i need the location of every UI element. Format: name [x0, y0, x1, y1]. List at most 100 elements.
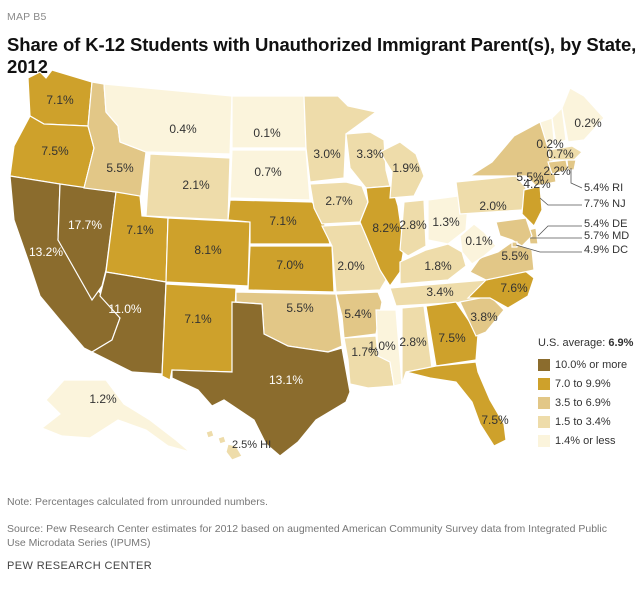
state-label-mo: 2.0%: [337, 259, 365, 273]
state-ky: [399, 243, 467, 285]
legend-label: 10.0% or more: [555, 358, 628, 371]
state-label-wy: 2.1%: [182, 178, 210, 192]
legend-label: 1.4% or less: [555, 434, 616, 447]
state-label-ak: 1.2%: [89, 392, 117, 406]
state-label-ky: 1.8%: [424, 259, 452, 273]
state-label-la: 1.7%: [351, 345, 379, 359]
state-nh: [551, 106, 567, 145]
state-label-wv: 0.1%: [465, 234, 493, 248]
state-label-or: 7.5%: [41, 144, 69, 158]
legend-item: 3.5 to 6.9%: [538, 393, 633, 412]
state-tx: [171, 301, 351, 457]
state-label-mt: 0.4%: [169, 122, 197, 136]
callout-label-md: 5.7% MD: [584, 230, 629, 242]
state-label-wa: 7.1%: [46, 93, 74, 107]
state-in: [399, 199, 427, 257]
map-tag: MAP B5: [7, 11, 47, 23]
state-label-ar: 5.4%: [344, 307, 372, 321]
legend-swatch: [538, 396, 550, 409]
legend-swatch: [538, 377, 550, 390]
state-mi: [379, 141, 425, 199]
state-label-az: 11.0%: [108, 302, 141, 316]
state-sd: [229, 149, 311, 201]
callout-leader-ri: [570, 168, 583, 189]
state-label-nm: 7.1%: [184, 312, 212, 326]
state-ri: [566, 159, 577, 171]
legend-average-value: 6.9%: [608, 337, 634, 349]
state-mt: [103, 83, 233, 155]
state-ma: [547, 145, 583, 161]
legend: U.S. average: 6.9% 10.0% or more 7.0 to 9…: [538, 337, 633, 450]
callout-leader-dc: [515, 244, 582, 253]
legend-item: 1.5 to 3.4%: [538, 412, 633, 431]
state-label-ca: 13.2%: [29, 245, 63, 259]
legend-item: 1.4% or less: [538, 431, 633, 450]
callout-label-ri: 5.4% RI: [584, 182, 623, 194]
state-label-il: 8.2%: [372, 221, 400, 235]
state-label-ne: 7.1%: [269, 214, 297, 228]
state-nj: [521, 185, 543, 228]
legend-swatch: [538, 434, 550, 447]
state-label-va: 5.5%: [501, 249, 529, 263]
callout-label-de: 5.4% DE: [584, 218, 627, 230]
footnote: Note: Percentages calculated from unroun…: [7, 496, 268, 508]
callout-label-hi: 2.5% HI: [232, 439, 271, 451]
callout-leader-de: [537, 225, 582, 237]
state-label-fl: 7.5%: [481, 413, 509, 427]
state-label-al: 2.8%: [399, 335, 427, 349]
legend-label: 1.5 to 3.4%: [555, 415, 611, 428]
state-label-in: 2.8%: [399, 218, 427, 232]
state-ms: [375, 309, 403, 387]
state-ga: [425, 301, 479, 367]
state-label-wi: 3.3%: [356, 147, 384, 161]
state-ak: [40, 379, 191, 453]
state-label-ny: 5.5%: [516, 170, 544, 184]
legend-label: 7.0 to 9.9%: [555, 377, 611, 390]
state-vt: [539, 117, 555, 150]
legend-item: 10.0% or more: [538, 355, 633, 374]
state-fl: [405, 361, 507, 447]
state-label-pa: 2.0%: [479, 199, 507, 213]
state-label-sd: 0.7%: [254, 165, 282, 179]
callout-label-nj: 7.7% NJ: [584, 198, 626, 210]
state-hi: [205, 429, 243, 461]
brand-label: PEW RESEARCH CENTER: [7, 560, 153, 572]
state-wv: [459, 223, 497, 265]
state-label-ia: 2.7%: [325, 194, 353, 208]
state-ar: [335, 291, 383, 339]
state-nm: [161, 283, 237, 381]
state-nd: [231, 95, 307, 149]
legend-swatch: [538, 358, 550, 371]
source-note: Source: Pew Research Center estimates fo…: [7, 523, 607, 549]
state-ks: [247, 245, 335, 293]
state-me: [561, 87, 605, 143]
state-label-nc: 7.6%: [500, 281, 528, 295]
legend-us-average: U.S. average: 6.9%: [538, 337, 633, 349]
state-label-nd: 0.1%: [253, 126, 281, 140]
state-label-tx: 13.1%: [269, 373, 303, 387]
state-label-ma: 2.2%: [543, 164, 571, 178]
legend-label: 3.5 to 6.9%: [555, 396, 611, 409]
state-label-mn: 3.0%: [313, 147, 341, 161]
state-label-oh: 1.3%: [432, 215, 460, 229]
legend-item: 7.0 to 9.9%: [538, 374, 633, 393]
state-label-tn: 3.4%: [426, 285, 454, 299]
state-label-sc: 3.8%: [470, 310, 498, 324]
us-choropleth-map: 7.1% 7.5% 13.2% 17.7% 5.5% 0.4% 2.1% 7.1% 11.0% 8…: [9, 69, 629, 461]
state-il: [359, 185, 405, 288]
state-label-mi: 1.9%: [392, 161, 420, 175]
map-title: Share of K-12 Students with Unauthorized…: [7, 34, 637, 77]
state-label-me: 0.2%: [574, 116, 602, 130]
state-label-nv: 17.7%: [68, 218, 102, 232]
state-wi: [345, 131, 391, 189]
state-label-ct: 4.2%: [523, 177, 551, 191]
state-label-nh: 0.7%: [546, 147, 574, 161]
legend-swatch: [538, 415, 550, 428]
legend-average-label: U.S. average:: [538, 337, 606, 349]
state-label-ks: 7.0%: [276, 258, 304, 272]
state-label-ga: 7.5%: [438, 331, 466, 345]
state-label-id: 5.5%: [106, 161, 134, 175]
state-label-ms: 1.0%: [368, 339, 396, 353]
state-label-vt: 0.2%: [536, 137, 564, 151]
state-dc: [511, 241, 518, 248]
